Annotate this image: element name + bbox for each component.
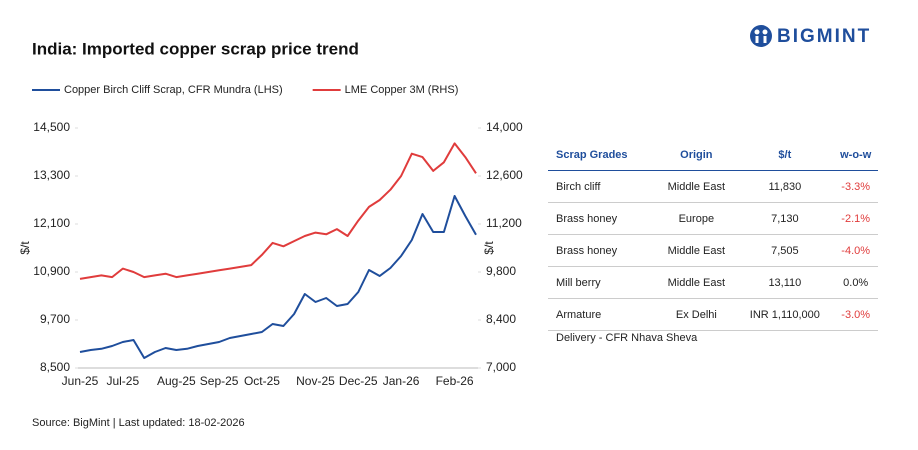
legend-label: Copper Birch Cliff Scrap, CFR Mundra (LH… [64, 84, 283, 96]
table-cell: Middle East [656, 266, 737, 299]
table-cell: 7,505 [736, 234, 834, 267]
y2-tick-label: 14,000 [486, 120, 523, 134]
table-cell: Brass honey [548, 202, 657, 235]
x-tick-label: Jun-25 [62, 374, 99, 388]
logo-icon-bar [763, 36, 767, 43]
y-tick-label: 12,100 [33, 216, 70, 230]
x-tick-label: Jul-25 [106, 374, 139, 388]
y2-tick-label: 7,000 [486, 360, 516, 374]
legend-label: LME Copper 3M (RHS) [345, 84, 459, 96]
table-cell: Ex Delhi [656, 298, 737, 331]
series-line [79, 142, 477, 280]
table-cell: 0.0% [833, 266, 878, 299]
x-tick-label: Dec-25 [339, 374, 378, 388]
y2-tick-label: 8,400 [486, 312, 516, 326]
logo: BIGMINT [750, 25, 871, 47]
y2-tick-label: 9,800 [486, 264, 516, 278]
y-tick-label: 9,700 [40, 312, 70, 326]
table-cell: -4.0% [833, 234, 878, 267]
column-header: Origin [656, 140, 737, 171]
x-tick-label: Oct-25 [244, 374, 280, 388]
y-tick-label: 14,500 [33, 120, 70, 134]
table-cell: Mill berry [548, 266, 657, 299]
y-tick-label: 13,300 [33, 168, 70, 182]
column-header: w-o-w [833, 140, 878, 171]
table-cell: Middle East [656, 234, 737, 267]
table-cell: Armature [548, 298, 657, 331]
logo-text: BIGMINT [777, 26, 871, 47]
x-tick-label: Aug-25 [157, 374, 196, 388]
logo-icon-bar [755, 36, 759, 43]
x-tick-label: Feb-26 [436, 374, 474, 388]
y-axis-label: $/t [18, 241, 32, 255]
series-line [79, 195, 477, 359]
table-cell: -3.3% [833, 170, 878, 203]
y-tick-label: 10,900 [33, 264, 70, 278]
price-table: Scrap Grades Origin $/t w-o-w Birch cliff Mid… [548, 140, 878, 331]
x-tick-label: Sep-25 [200, 374, 239, 388]
y2-tick-label: 12,600 [486, 168, 523, 182]
chart-title: India: Imported copper scrap price trend [32, 39, 359, 58]
table-cell: Brass honey [548, 234, 657, 267]
table-cell: Middle East [656, 170, 737, 203]
source: Source: BigMint | Last updated: 18-02-20… [32, 417, 245, 429]
y-tick-label: 8,500 [40, 360, 70, 374]
table-row: Birch cliff Middle East 11,830 -3.3% [548, 170, 878, 203]
table-cell: -3.0% [833, 298, 878, 331]
logo-icon-dot [754, 29, 760, 35]
y2-axis-label: $/t [482, 241, 496, 255]
table-cell: INR 1,110,000 [736, 298, 834, 331]
table-cell: 7,130 [736, 202, 834, 235]
table-cell: -2.1% [833, 202, 878, 235]
x-tick-label: Jan-26 [383, 374, 420, 388]
table-row: Brass honey Middle East 7,505 -4.0% [548, 234, 878, 267]
table-row: Brass honey Europe 7,130 -2.1% [548, 202, 878, 235]
x-tick-label: Nov-25 [296, 374, 335, 388]
table-cell: 13,110 [736, 266, 834, 299]
logo-icon [750, 25, 772, 47]
y2-tick-label: 11,200 [486, 216, 522, 230]
table-row: Mill berry Middle East 13,110 0.0% [548, 266, 878, 299]
table-cell: Birch cliff [548, 170, 657, 203]
column-header: $/t [736, 140, 834, 171]
table-cell: 11,830 [736, 170, 834, 203]
table-cell: Europe [656, 202, 737, 235]
column-header: Scrap Grades [548, 140, 657, 171]
table-note: Delivery - CFR Nhava Sheva [556, 332, 698, 344]
table-row: Armature Ex Delhi INR 1,110,000 -3.0% [548, 298, 878, 331]
logo-icon-dot [762, 29, 768, 35]
